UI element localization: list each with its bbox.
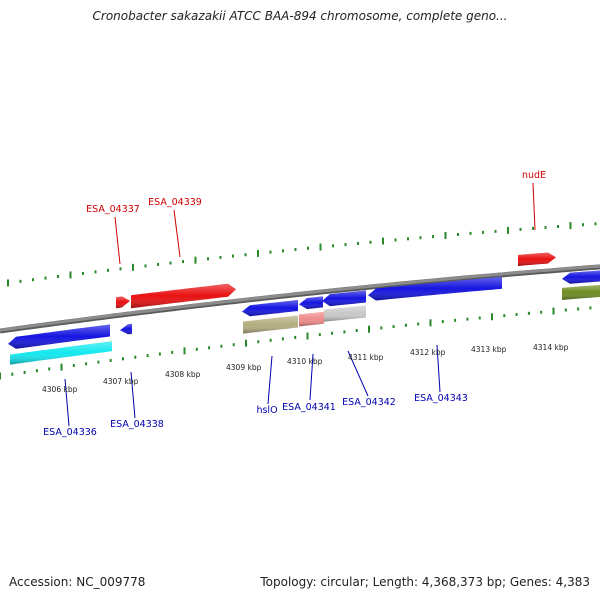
gene-arrow-hslo-shade (242, 300, 298, 317)
gene-label-hslo: hslO (256, 405, 277, 416)
gene-label-esa04341: ESA_04341 (282, 402, 336, 413)
gene-label-hslo-leader (267, 355, 273, 405)
gene-arrow-esa04338-shade (120, 323, 132, 335)
gene-label-esa04342-leader (347, 350, 369, 397)
map-title: Cronobacter sakazakii ATCC BAA-894 chrom… (92, 9, 508, 23)
gene-block-esa04341-extra-shade (299, 311, 324, 327)
gene-arrow-esa04339-shade (131, 283, 236, 309)
scale-label: 4314 kbp (533, 343, 569, 352)
gene-arrow-esa04343-shade (368, 276, 502, 301)
gene-arrow-esa04341-shade (299, 296, 323, 309)
gene-block-esa04336-extra-shade (10, 341, 112, 365)
gene-label-esa04343: ESA_04343 (414, 393, 468, 404)
chromosome-backbone (0, 264, 600, 332)
gene-label-esa04337-leader (114, 216, 121, 265)
gene-label-esa04336: ESA_04336 (43, 427, 97, 438)
gene-label-nude-leader (532, 182, 536, 231)
gene-label-esa04338: ESA_04338 (110, 419, 164, 430)
gene-label-nude: nudE (522, 170, 546, 181)
gene-arrow-esa04342-shade (322, 290, 366, 307)
genome-summary-text: Topology: circular; Length: 4,368,373 bp… (260, 575, 590, 589)
gene-label-esa04341-leader (309, 353, 314, 401)
gene-arrow-esa04336-shade (8, 324, 110, 349)
gene-label-esa04339: ESA_04339 (148, 197, 202, 208)
gene-label-esa04338-leader (130, 371, 136, 419)
gene-label-esa04343-leader (436, 344, 441, 393)
gene-block-hslo-extra-shade (243, 315, 298, 334)
scale-label: 4308 kbp (165, 370, 201, 379)
scale-label: 4312 kbp (410, 348, 446, 357)
accession-text: Accession: NC_009778 (9, 575, 146, 589)
gene-arrow-nude-shade (518, 252, 556, 266)
scale-label: 4313 kbp (471, 345, 507, 354)
gene-arrow-right-edge-shade (562, 270, 600, 284)
scale-label: 4307 kbp (103, 377, 139, 386)
scale-label: 4306 kbp (42, 385, 78, 394)
gene-arrow-esa04337-shade (116, 296, 130, 309)
scale-label: 4309 kbp (226, 363, 262, 372)
gene-label-esa04339-leader (173, 209, 181, 258)
scale-label: 4311 kbp (348, 353, 384, 362)
gene-block-right-edge-shade (562, 284, 600, 300)
gene-label-esa04336-leader (64, 378, 70, 427)
gene-block-esa04342-extra-shade (324, 305, 366, 322)
gene-label-esa04342: ESA_04342 (342, 397, 396, 408)
gene-label-esa04337: ESA_04337 (86, 204, 140, 215)
scale-label: 4310 kbp (287, 357, 323, 366)
